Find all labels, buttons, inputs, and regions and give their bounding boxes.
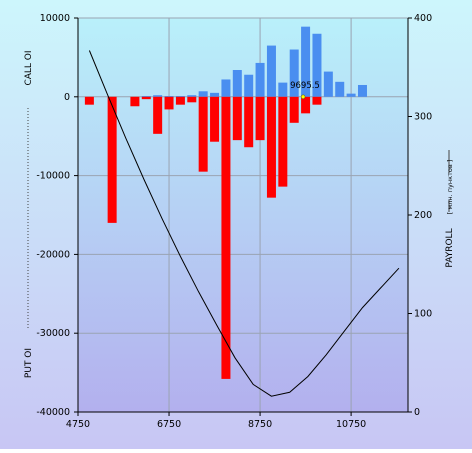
x-tick-label: 8750: [248, 419, 272, 430]
payroll-line: [88, 50, 400, 397]
put-oi-bar: [153, 96, 163, 134]
left-tick-label: -10000: [36, 171, 70, 182]
call-oi-bar: [244, 74, 254, 97]
axes: [27, 18, 450, 413]
call-oi-bar: [301, 26, 311, 97]
put-oi-bar: [187, 96, 197, 103]
put-oi-bar: [107, 96, 117, 223]
call-oi-bar: [221, 79, 231, 97]
put-oi-bar: [84, 96, 94, 105]
left-axis-label-top: CALL OI: [24, 50, 34, 85]
right-tick-label: 200: [414, 210, 432, 221]
put-oi-bar: [198, 96, 208, 172]
put-oi-bar: [210, 96, 220, 142]
plot-area: [78, 18, 408, 412]
call-oi-bar: [187, 95, 197, 97]
marker-group: 9695.5: [290, 81, 320, 100]
x-tick-label: 6750: [157, 419, 181, 430]
put-oi-bar: [130, 96, 140, 107]
put-oi-bar: [244, 96, 254, 148]
right-axis-unit: [ млн. пунктов ]: [446, 160, 454, 215]
axis-labels: CALL OI PUT OI PAYROLL [ млн. пунктов ]: [24, 50, 455, 378]
x-tick-label: 10750: [336, 419, 366, 430]
left-tick-label: 10000: [40, 13, 70, 24]
call-oi-bar: [232, 70, 242, 97]
right-tick-label: 400: [414, 13, 432, 24]
right-tick-label: 300: [414, 112, 432, 123]
call-oi-bar: [312, 33, 322, 97]
put-oi-bar: [278, 96, 288, 187]
put-oi-bar: [141, 96, 151, 100]
current-price-marker: [300, 94, 306, 100]
put-oi-bar: [175, 96, 185, 105]
call-oi-bar: [255, 62, 265, 97]
left-tick-label: -30000: [36, 328, 70, 339]
call-oi-bar: [266, 45, 276, 97]
left-axis-label-bottom: PUT OI: [24, 348, 34, 378]
put-oi-bar: [164, 96, 174, 110]
put-oi-bar: [232, 96, 242, 141]
put-oi-bar: [221, 96, 231, 379]
call-oi-bar: [323, 71, 333, 97]
put-oi-bar: [289, 96, 299, 123]
put-oi-bar: [312, 96, 322, 105]
right-tick-label: 0: [414, 407, 420, 418]
left-tick-label: -40000: [36, 407, 70, 418]
current-price-label: 9695.5: [290, 81, 320, 91]
put-oi-bar: [266, 96, 276, 198]
call-oi-bar: [198, 91, 208, 97]
tick-labels: 10000 0 -10000 -20000 -30000 -40000 400 300 200 1…: [36, 13, 432, 430]
call-oi-bar: [278, 82, 288, 97]
call-oi-bar: [335, 81, 345, 97]
left-tick-label: 0: [64, 92, 70, 103]
bars: [84, 26, 367, 379]
right-tick-label: 100: [414, 309, 432, 320]
call-oi-bar: [175, 96, 185, 97]
call-oi-bar: [164, 96, 174, 97]
call-oi-bar: [210, 92, 220, 97]
x-tick-label: 4750: [66, 419, 90, 430]
left-tick-label: -20000: [36, 249, 70, 260]
call-oi-bar: [289, 49, 299, 97]
call-oi-bar: [141, 96, 151, 97]
payroll-line-group: [88, 50, 400, 397]
call-oi-bar: [153, 95, 163, 97]
call-oi-bar: [357, 84, 367, 97]
call-oi-bar: [346, 93, 356, 97]
put-oi-bar: [301, 96, 311, 114]
right-axis-label: PAYROLL: [445, 228, 455, 267]
put-oi-bar: [255, 96, 265, 141]
